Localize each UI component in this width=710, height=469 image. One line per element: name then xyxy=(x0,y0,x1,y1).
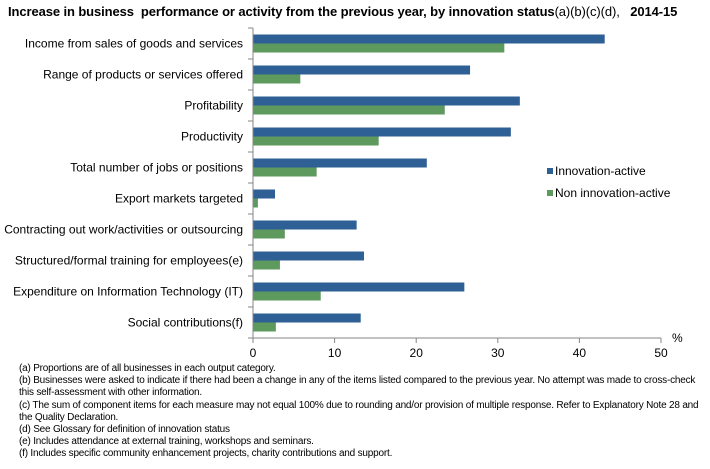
bar-innovation-active xyxy=(253,96,520,106)
footnotes: (a) Proportions are of all businesses in… xyxy=(19,363,699,461)
bar-non-innovation-active xyxy=(253,136,379,146)
category-label: Export markets targeted xyxy=(115,192,243,206)
chart-title: Increase in business performance or acti… xyxy=(8,4,677,19)
x-tick-label: 50 xyxy=(654,346,668,360)
bar-innovation-active xyxy=(253,251,364,261)
legend-label: Non innovation-active xyxy=(555,186,671,200)
footnote: (c) The sum of component items for each … xyxy=(19,399,699,423)
axes-group: 0 10 20 30 40 50% xyxy=(248,27,683,360)
footnote: (d) See Glossary for definition of innov… xyxy=(19,424,230,436)
category-label: Profitability xyxy=(184,99,243,113)
bar-chart: Income from sales of goods and services R… xyxy=(4,27,683,360)
bars-group xyxy=(253,34,605,332)
x-tick-label: 10 xyxy=(328,346,342,360)
bar-innovation-active xyxy=(253,65,471,75)
legend: Innovation-active Non innovation-active xyxy=(547,164,671,200)
category-label: Structured/formal training for employees… xyxy=(15,254,243,268)
category-label: Social contributions(f) xyxy=(128,316,243,330)
bar-non-innovation-active xyxy=(253,74,301,84)
bar-innovation-active xyxy=(253,220,357,230)
legend-swatch-innovation-active xyxy=(547,168,553,174)
bar-innovation-active xyxy=(253,313,361,323)
category-label: Total number of jobs or positions xyxy=(70,161,243,175)
category-label: Contracting out work/activities or outso… xyxy=(4,223,243,237)
category-label: Range of products or services offered xyxy=(43,68,243,82)
bar-non-innovation-active xyxy=(253,260,280,270)
legend-label: Innovation-active xyxy=(555,164,646,178)
chart-title-year: 2014-15 xyxy=(630,4,678,19)
bar-innovation-active xyxy=(253,158,427,168)
category-label: Productivity xyxy=(181,130,243,144)
bar-innovation-active xyxy=(253,189,276,199)
chart-title-main: Increase in business performance or acti… xyxy=(8,4,555,19)
bar-non-innovation-active xyxy=(253,105,445,115)
category-labels: Income from sales of goods and services R… xyxy=(4,37,243,330)
bar-innovation-active xyxy=(253,34,605,44)
category-label: Expenditure on Information Technology (I… xyxy=(13,285,243,299)
x-tick-label: 0 xyxy=(250,346,257,360)
bar-non-innovation-active xyxy=(253,167,317,177)
footnote: (b) Businesses were asked to indicate if… xyxy=(19,375,696,399)
legend-swatch-non-innovation-active xyxy=(547,190,553,196)
footnote: (f) Includes specific community enhancem… xyxy=(19,448,393,460)
bar-non-innovation-active xyxy=(253,322,276,332)
bar-non-innovation-active xyxy=(253,291,321,301)
category-label: Income from sales of goods and services xyxy=(25,37,243,51)
footnote: (a) Proportions are of all businesses in… xyxy=(19,363,276,374)
x-axis-unit-label: % xyxy=(672,331,683,345)
chart-title-footnote-refs: (a)(b)(c)(d), xyxy=(554,4,620,19)
x-tick-label: 20 xyxy=(410,346,424,360)
bar-non-innovation-active xyxy=(253,43,505,53)
bar-innovation-active xyxy=(253,282,465,292)
bar-innovation-active xyxy=(253,127,511,137)
x-tick-label: 40 xyxy=(573,346,587,360)
bar-non-innovation-active xyxy=(253,229,285,239)
footnote: (e) Includes attendance at external trai… xyxy=(19,436,314,448)
x-tick-label: 30 xyxy=(491,346,505,360)
bar-non-innovation-active xyxy=(253,198,258,208)
